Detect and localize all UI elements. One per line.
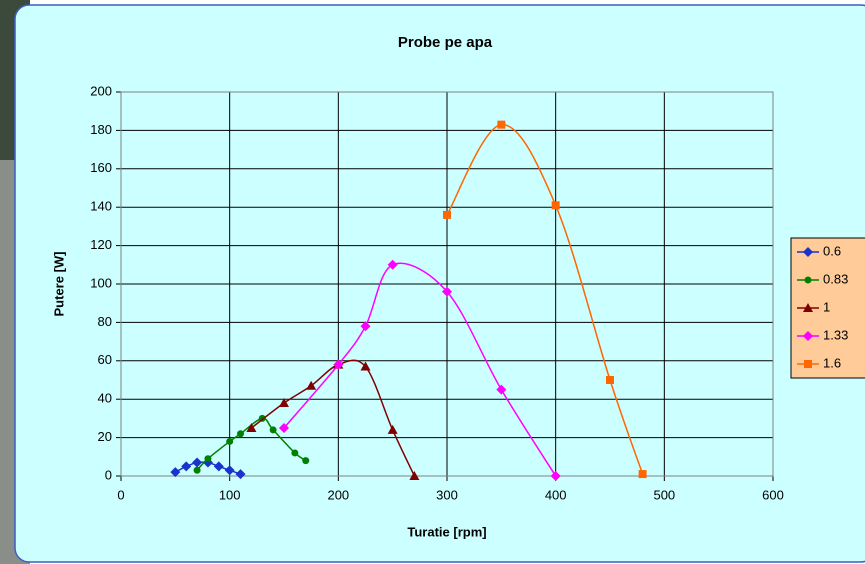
- marker: [606, 376, 614, 384]
- marker: [235, 469, 246, 480]
- marker: [360, 321, 371, 332]
- marker: [360, 361, 371, 371]
- y-tick-label: 20: [98, 429, 112, 444]
- legend-label: 0.83: [823, 271, 848, 286]
- y-tick-label: 80: [98, 314, 112, 329]
- x-tick-label: 0: [117, 487, 124, 502]
- marker: [551, 201, 560, 210]
- marker: [333, 359, 344, 370]
- x-tick-label: 600: [762, 487, 784, 502]
- marker: [302, 457, 310, 465]
- y-tick-label: 0: [105, 467, 112, 482]
- marker: [387, 424, 398, 434]
- x-tick-label: 400: [545, 487, 567, 502]
- marker: [803, 247, 813, 257]
- marker: [638, 470, 647, 479]
- marker: [497, 120, 506, 129]
- marker: [279, 423, 289, 433]
- x-axis-label: Turatie [rpm]: [407, 524, 486, 539]
- marker: [306, 380, 317, 390]
- y-tick-label: 180: [90, 122, 112, 137]
- plot-area: [120, 91, 774, 477]
- marker: [803, 303, 813, 312]
- marker: [213, 461, 224, 472]
- marker: [803, 331, 813, 341]
- legend-label: 1.6: [823, 355, 841, 370]
- legend-label: 0.6: [823, 243, 841, 258]
- marker: [181, 461, 192, 472]
- y-tick-label: 40: [98, 391, 112, 406]
- y-axis-label: Putere [W]: [51, 252, 66, 317]
- marker: [804, 360, 812, 368]
- y-tick-label: 200: [90, 83, 112, 98]
- y-tick-label: 100: [90, 275, 112, 290]
- marker: [246, 423, 257, 432]
- marker: [442, 286, 452, 297]
- marker: [291, 449, 299, 457]
- marker: [269, 426, 277, 434]
- y-tick-label: 60: [98, 352, 112, 367]
- x-tick-label: 500: [653, 487, 675, 502]
- marker: [409, 471, 420, 480]
- marker: [226, 437, 234, 445]
- marker: [387, 259, 398, 270]
- legend-label: 1: [823, 299, 830, 314]
- marker: [443, 210, 451, 219]
- legend-label: 1.33: [823, 327, 848, 342]
- chart-title: Probe pe apa: [398, 34, 493, 51]
- marker: [193, 466, 201, 474]
- marker: [170, 467, 181, 478]
- marker: [804, 276, 812, 284]
- marker: [279, 398, 289, 408]
- y-tick-label: 120: [90, 237, 112, 252]
- marker: [224, 465, 235, 476]
- x-tick-label: 100: [219, 487, 241, 502]
- x-tick-label: 300: [436, 487, 458, 502]
- marker: [496, 384, 507, 395]
- y-tick-label: 160: [90, 160, 112, 175]
- marker: [192, 457, 203, 468]
- y-tick-label: 140: [90, 199, 112, 214]
- marker: [237, 430, 245, 438]
- marker: [204, 455, 212, 463]
- x-tick-label: 200: [327, 487, 349, 502]
- marker: [550, 471, 561, 481]
